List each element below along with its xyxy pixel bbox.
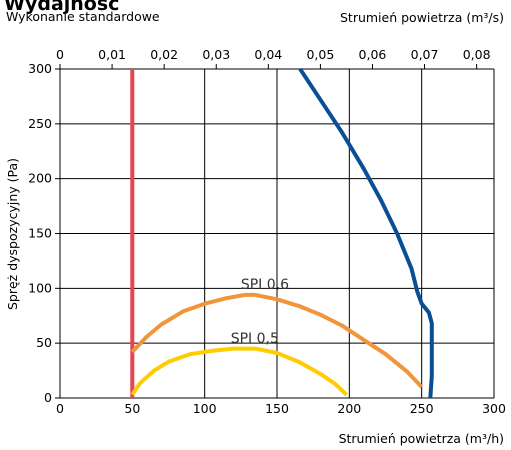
series-line-1 (298, 67, 434, 399)
x2-tick-label: 0,06 (359, 47, 387, 62)
top-axis-title: Strumień powietrza (m³/s) (340, 10, 504, 25)
y-tick-label: 150 (28, 226, 52, 241)
annotations: SPI 0,6 SPI 0,5 (231, 277, 289, 347)
x-tick-label: 0 (56, 401, 64, 416)
x2-tick-label: 0,07 (411, 47, 439, 62)
series-line-2 (130, 292, 424, 389)
chart-subtitle: Wykonanie standardowe (6, 9, 160, 24)
x2-tick-label: 0,03 (202, 47, 230, 62)
x-tick-label: 50 (124, 401, 140, 416)
y-tick-label: 250 (28, 116, 52, 131)
x-tick-label: 100 (193, 401, 217, 416)
y-tick-label: 0 (44, 390, 52, 405)
y-tick-label: 100 (28, 280, 52, 295)
spi-label: SPI 0,5 (231, 331, 279, 347)
y-tick-label: 200 (28, 171, 52, 186)
x-tick-label: 150 (265, 401, 289, 416)
x-tick-label: 200 (337, 401, 361, 416)
y-tick-label: 300 (28, 61, 52, 76)
y-axis-title: Spręż dyspozycyjny (Pa) (5, 158, 20, 310)
y-tick-label: 50 (36, 335, 52, 350)
spi-label: SPI 0,6 (241, 277, 289, 293)
x2-tick-label: 0,05 (306, 47, 334, 62)
tick-labels: 0 50 100 150 200 250 300 0 50 100 150 200 250 300 0 0,0… (28, 47, 506, 416)
x2-tick-label: 0,08 (463, 47, 491, 62)
x-tick-label: 300 (482, 401, 506, 416)
x2-tick-label: 0,02 (150, 47, 178, 62)
series-line-3 (130, 346, 348, 397)
chart-title: Wydajność (4, 0, 119, 15)
x2-tick-label: 0 (56, 47, 64, 62)
x2-tick-label: 0,04 (254, 47, 282, 62)
x2-tick-label: 0,01 (98, 47, 126, 62)
grid (55, 64, 495, 399)
x-tick-label: 250 (410, 401, 434, 416)
bottom-axis-title: Strumień powietrza (m³/h) (339, 431, 504, 446)
series-lines (130, 67, 434, 399)
